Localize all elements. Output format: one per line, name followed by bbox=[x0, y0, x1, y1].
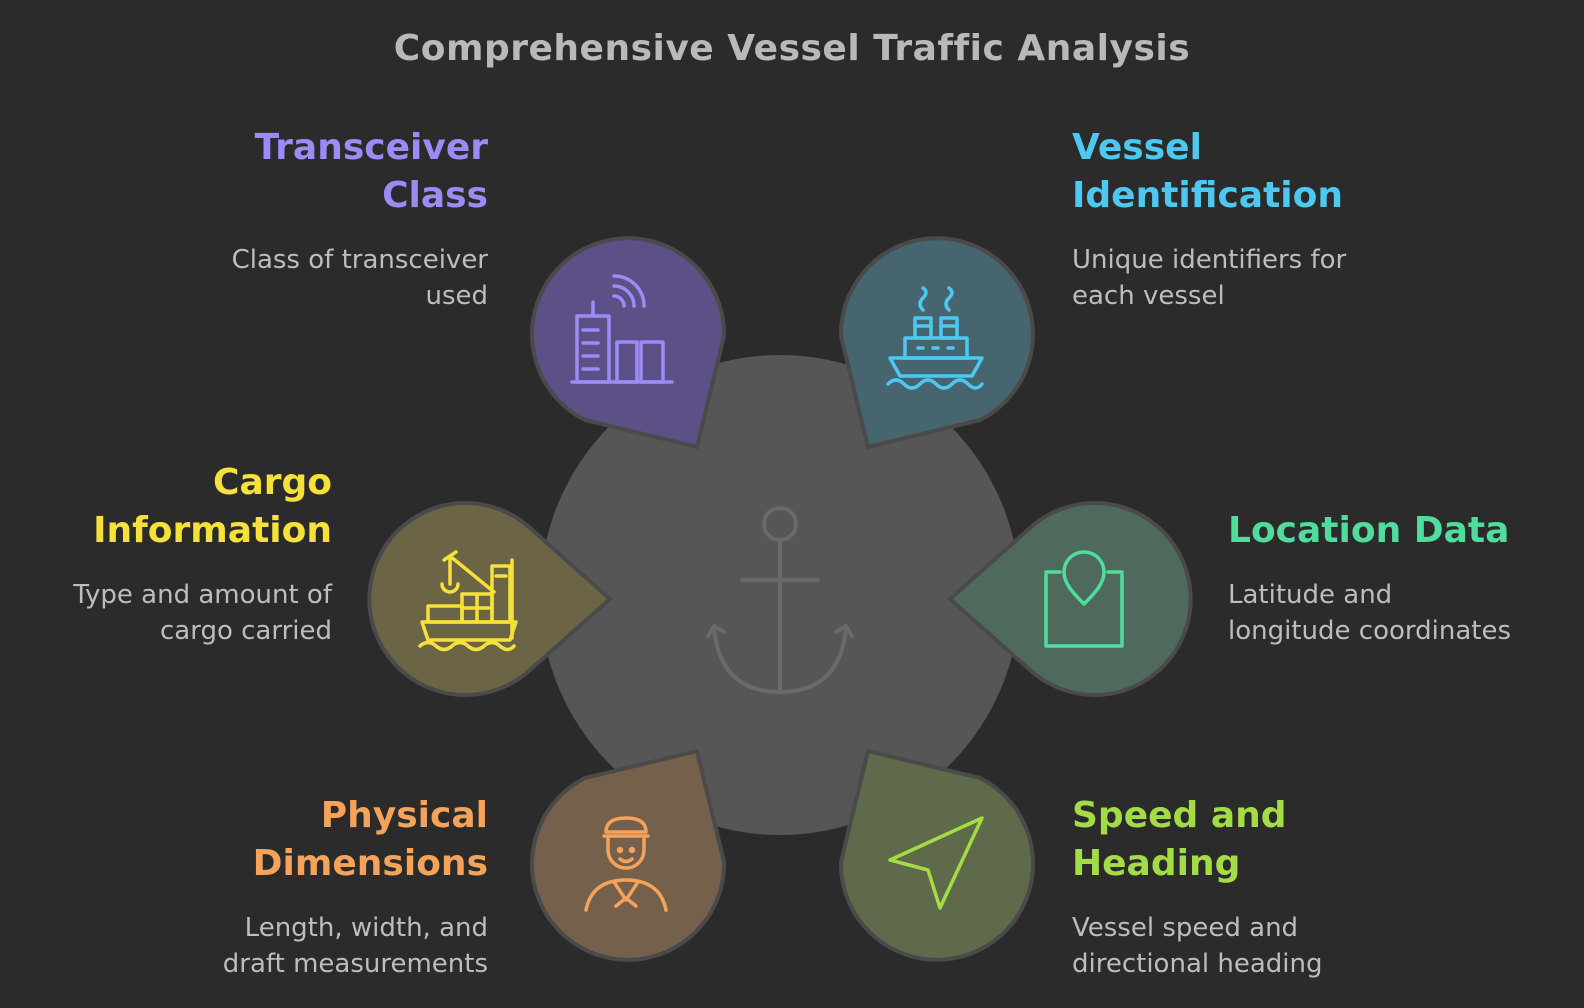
physical-dimensions-node bbox=[530, 748, 727, 962]
cargo-information-description: Type and amount of cargo carried bbox=[0, 577, 332, 649]
cargo-information-text: Cargo Information Type and amount of car… bbox=[0, 459, 332, 649]
vessel-identification-heading: Vessel Identification bbox=[1072, 124, 1432, 220]
heading-line: Information bbox=[93, 510, 332, 551]
description-line: longitude coordinates bbox=[1228, 616, 1511, 646]
description-line: draft measurements bbox=[222, 949, 488, 979]
heading-line: Identification bbox=[1072, 175, 1343, 216]
description-line: directional heading bbox=[1072, 949, 1323, 979]
transceiver-class-text: Transceiver Class Class of transceiver u… bbox=[158, 124, 488, 314]
speed-and-heading-text: Speed and Heading Vessel speed and direc… bbox=[1072, 792, 1412, 982]
cargo-information-node bbox=[367, 501, 614, 697]
heading-line: Vessel bbox=[1072, 127, 1202, 168]
description-line: used bbox=[425, 281, 488, 311]
speed-and-heading-node bbox=[838, 748, 1035, 962]
vessel-identification-node bbox=[838, 236, 1035, 450]
heading-line: Dimensions bbox=[252, 843, 488, 884]
vessel-identification-description: Unique identifiers for each vessel bbox=[1072, 242, 1432, 314]
cargo-ship-icon bbox=[418, 550, 518, 652]
ship-icon bbox=[886, 286, 984, 390]
heading-line: Cargo bbox=[213, 462, 332, 503]
physical-dimensions-heading: Physical Dimensions bbox=[158, 792, 488, 888]
transceiver-class-description: Class of transceiver used bbox=[158, 242, 488, 314]
city-signal-icon bbox=[570, 274, 674, 384]
description-line: Unique identifiers for bbox=[1072, 245, 1347, 275]
location-data-node bbox=[946, 501, 1193, 697]
transceiver-class-heading: Transceiver Class bbox=[158, 124, 488, 220]
description-line: cargo carried bbox=[159, 616, 332, 646]
diagram-title: Comprehensive Vessel Traffic Analysis bbox=[393, 28, 1191, 69]
physical-dimensions-text: Physical Dimensions Length, width, and d… bbox=[158, 792, 488, 982]
anchor-icon bbox=[706, 506, 854, 695]
sailor-icon bbox=[584, 816, 668, 912]
description-line: Latitude and bbox=[1228, 580, 1393, 610]
speed-and-heading-heading: Speed and Heading bbox=[1072, 792, 1412, 888]
transceiver-class-node bbox=[530, 236, 727, 450]
heading-line: Location Data bbox=[1228, 510, 1510, 551]
description-line: Length, width, and bbox=[244, 913, 488, 943]
description-line: Type and amount of bbox=[73, 580, 332, 610]
location-data-heading: Location Data bbox=[1228, 507, 1578, 555]
vessel-identification-text: Vessel Identification Unique identifiers… bbox=[1072, 124, 1432, 314]
heading-line: Physical bbox=[320, 795, 488, 836]
heading-line: Class bbox=[382, 175, 488, 216]
location-data-text: Location Data Latitude and longitude coo… bbox=[1228, 507, 1578, 649]
navigation-arrow-icon bbox=[888, 816, 984, 910]
cargo-information-heading: Cargo Information bbox=[0, 459, 332, 555]
physical-dimensions-description: Length, width, and draft measurements bbox=[158, 910, 488, 982]
description-line: Class of transceiver bbox=[231, 245, 488, 275]
heading-line: Heading bbox=[1072, 843, 1241, 884]
location-data-description: Latitude and longitude coordinates bbox=[1228, 577, 1578, 649]
location-pin-icon bbox=[1044, 550, 1124, 648]
speed-and-heading-description: Vessel speed and directional heading bbox=[1072, 910, 1412, 982]
description-line: each vessel bbox=[1072, 281, 1225, 311]
description-line: Vessel speed and bbox=[1072, 913, 1299, 943]
heading-line: Transceiver bbox=[254, 127, 488, 168]
heading-line: Speed and bbox=[1072, 795, 1287, 836]
